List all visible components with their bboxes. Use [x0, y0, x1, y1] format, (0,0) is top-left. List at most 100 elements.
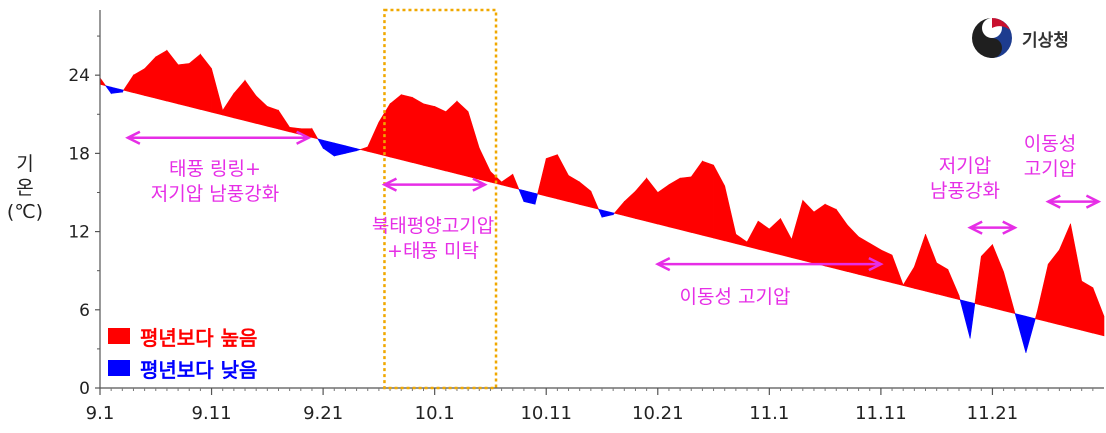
anomaly-above-area: [400, 94, 413, 163]
anomaly-above-area: [133, 68, 145, 96]
anomaly-below-area: [345, 145, 357, 154]
logo-text: 기상청: [1022, 30, 1069, 51]
anomaly-above-area: [958, 295, 961, 301]
double-arrow-head-right: [472, 177, 488, 192]
annotation-migratory-high-2: 이동성 고기압: [1005, 132, 1095, 182]
anomaly-above-area: [412, 96, 424, 166]
y-axis-label-line-1: 기: [16, 153, 34, 175]
anomaly-above-area: [367, 121, 380, 155]
anomaly-above-area: [746, 221, 759, 250]
taegeuk-logo-icon: [972, 18, 1012, 58]
y-tick-label: 0: [79, 379, 90, 399]
anomaly-above-area: [646, 177, 659, 225]
double-arrow-head-right: [868, 257, 884, 272]
legend-item-below: 평년보다 낮음: [108, 352, 257, 384]
x-tick-label: 10.11: [520, 403, 572, 424]
legend-swatch-below: [108, 360, 130, 376]
anomaly-above-area: [467, 111, 480, 180]
double-arrow-head-right: [1002, 220, 1018, 235]
y-tick-label: 6: [79, 301, 90, 321]
double-arrow-head-left: [381, 177, 398, 192]
anomaly-below-area: [598, 208, 603, 218]
anomaly-below-area: [122, 89, 125, 94]
y-axis-label-line-3: (℃): [6, 201, 44, 223]
anomaly-above-area: [1003, 271, 1016, 314]
legend-label-below: 평년보다 낮음: [140, 357, 258, 382]
x-tick-label: 10.21: [632, 403, 684, 424]
anomaly-above-area: [501, 173, 514, 189]
anomaly-above-area: [624, 190, 636, 219]
annotation-pacific-high-typhoon-mitag: 북태평양고기압 +태풍 미탁: [348, 214, 518, 264]
anomaly-above-area: [802, 199, 815, 264]
x-tick-label: 9.1: [86, 403, 115, 424]
anomaly-below-area: [356, 148, 362, 152]
anomaly-above-area: [222, 92, 235, 119]
anomaly-above-area: [389, 94, 402, 161]
annotation-typhoon-lingling: 태풍 링링+ 저기압 남풍강화: [125, 157, 305, 207]
anomaly-above-area: [858, 236, 871, 278]
legend-label-above: 평년보다 높음: [140, 325, 258, 350]
anomaly-above-area: [267, 106, 279, 130]
anomaly-below-area: [322, 139, 335, 157]
anomaly-below-area: [534, 192, 538, 205]
double-arrow-head-left: [967, 220, 983, 235]
anomaly-above-area: [177, 63, 190, 108]
anomaly-above-area: [1081, 280, 1094, 334]
anomaly-above-area: [545, 154, 558, 200]
double-arrow-head-right: [1085, 194, 1102, 209]
anomaly-above-area: [891, 254, 904, 286]
legend-item-above: 평년보다 높음: [108, 320, 257, 352]
anomaly-above-area: [813, 203, 826, 267]
y-tick-label: 12: [68, 223, 90, 243]
double-arrow-head-left: [654, 257, 671, 272]
anomaly-above-area: [713, 164, 726, 242]
anomaly-above-area: [590, 191, 600, 210]
anomaly-above-area: [155, 49, 168, 102]
anomaly-below-area: [317, 138, 324, 150]
anomaly-above-area: [902, 265, 915, 289]
annotation-line: 저기압 남풍강화: [150, 183, 280, 205]
anomaly-below-area: [523, 190, 536, 205]
annotation-line: 저기압: [938, 155, 992, 177]
anomaly-above-area: [668, 177, 681, 231]
anomaly-above-area: [512, 174, 520, 190]
anomaly-below-area: [959, 299, 971, 339]
anomaly-above-area: [557, 154, 569, 203]
anomaly-above-area: [311, 127, 319, 140]
anomaly-above-area: [1036, 264, 1049, 323]
anomaly-above-area: [255, 95, 268, 127]
anomaly-above-area: [724, 185, 737, 245]
anomaly-above-area: [657, 184, 670, 228]
anomaly-above-area: [613, 200, 625, 217]
anomaly-above-area: [434, 105, 447, 172]
anomaly-above-area: [359, 146, 369, 152]
anomaly-above-area: [974, 256, 982, 306]
annotation-line: 태풍 링링+: [169, 158, 261, 180]
anomaly-above-area: [278, 109, 290, 133]
anomaly-above-area: [824, 203, 837, 270]
anomaly-above-area: [1047, 248, 1060, 326]
double-arrow-head-left: [1045, 194, 1061, 209]
anomaly-below-area: [1025, 315, 1036, 353]
anomaly-above-area: [244, 79, 257, 124]
anomaly-above-area: [423, 103, 435, 169]
annotation-line: +태풍 미탁: [387, 240, 479, 262]
anomaly-above-area: [947, 269, 960, 300]
anomaly-above-area: [757, 220, 770, 253]
anomaly-above-area: [456, 100, 469, 177]
anomaly-above-area: [936, 262, 949, 298]
anomaly-above-area: [188, 53, 201, 110]
anomaly-above-area: [1070, 223, 1082, 331]
anomaly-above-area: [635, 177, 647, 222]
anomaly-above-area: [791, 200, 804, 261]
anomaly-above-area: [1059, 223, 1071, 328]
kma-logo: 기상청: [970, 16, 1069, 60]
anomaly-above-area: [99, 76, 107, 87]
double-arrow-head-left: [125, 130, 141, 145]
anomaly-above-area: [769, 217, 781, 256]
anomaly-above-area: [568, 175, 580, 205]
anomaly-above-area: [123, 74, 134, 94]
x-tick-label: 10.1: [415, 403, 455, 424]
annotation-line: 이동성 고기압: [679, 286, 791, 308]
